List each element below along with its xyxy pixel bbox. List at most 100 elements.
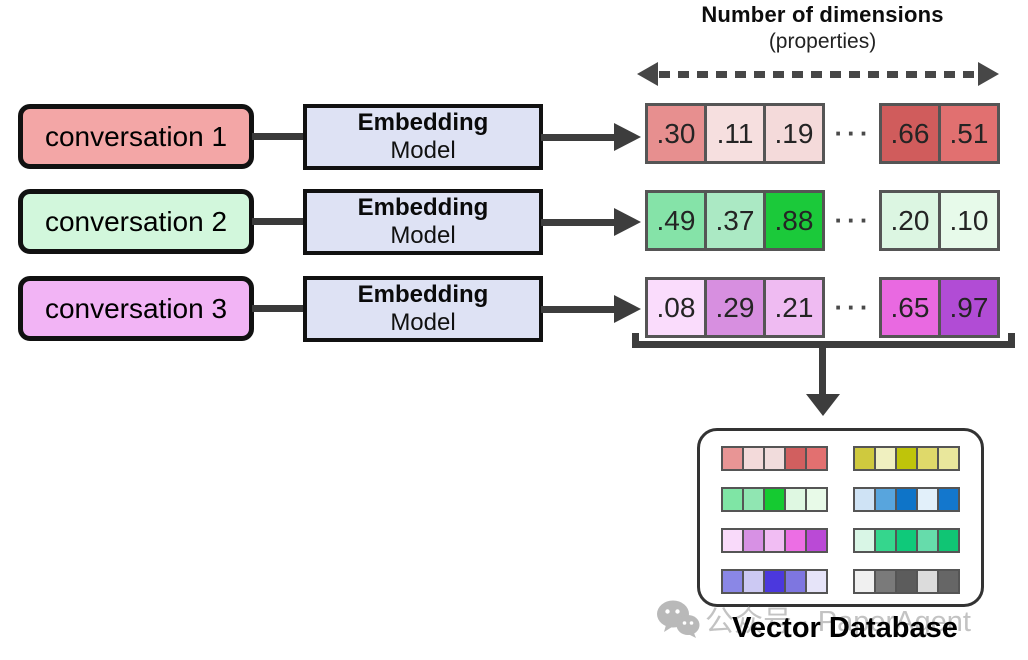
- dimensions-title: Number of dimensions: [701, 2, 944, 27]
- db-mini-cell: [804, 446, 828, 471]
- embedding-output-arrow-1: [541, 123, 641, 151]
- vector-main-group: .08 .29 .21: [645, 277, 825, 338]
- db-mini-cell: [783, 487, 807, 512]
- vector-cell: .65: [882, 280, 938, 335]
- dimensions-range-arrow: [637, 62, 999, 86]
- vector-tail-group: .65 .97: [879, 277, 1000, 338]
- db-mini-cell: [853, 569, 877, 594]
- embedding-output-arrow-3: [541, 295, 641, 323]
- vector-database-box: [697, 428, 984, 607]
- dimensions-subtitle: (properties): [768, 30, 877, 53]
- db-mini-cell: [895, 528, 919, 553]
- db-strip-green: [720, 487, 828, 512]
- arrow-right-head-icon: [978, 62, 999, 86]
- dimensions-header: Number of dimensions (properties): [640, 2, 1005, 54]
- down-arrow-head-icon: [806, 394, 840, 416]
- watermark: 公众号 · PaperAgent: [656, 598, 971, 640]
- vector-cell: .08: [648, 280, 704, 335]
- model-label: Model: [390, 137, 456, 164]
- model-label: Model: [390, 309, 456, 336]
- db-mini-cell: [720, 446, 744, 471]
- arrow-head-icon: [614, 123, 641, 151]
- vector-cell: .11: [704, 106, 763, 161]
- embedding-label: Embedding: [357, 194, 489, 222]
- ellipsis: ···: [834, 205, 873, 235]
- vector-cell: .88: [763, 193, 822, 248]
- db-mini-cell: [916, 569, 940, 594]
- db-strip-violet: [720, 569, 828, 594]
- db-mini-cell: [741, 528, 765, 553]
- vector-cell: .51: [938, 106, 997, 161]
- vector-cell: .10: [938, 193, 997, 248]
- db-strip-emerald: [853, 528, 961, 553]
- db-mini-cell: [720, 487, 744, 512]
- db-mini-cell: [937, 528, 961, 553]
- vector-cell: .21: [763, 280, 822, 335]
- vector-main-group: .49 .37 .88: [645, 190, 825, 251]
- db-mini-cell: [741, 569, 765, 594]
- watermark-text: 公众号 · PaperAgent: [705, 606, 971, 638]
- embedding-label: Embedding: [357, 281, 489, 309]
- db-mini-cell: [874, 446, 898, 471]
- db-mini-cell: [783, 446, 807, 471]
- db-mini-cell: [916, 528, 940, 553]
- db-mini-cell: [895, 569, 919, 594]
- db-mini-cell: [937, 569, 961, 594]
- vector-cell: .29: [704, 280, 763, 335]
- db-mini-cell: [762, 528, 786, 553]
- embedding-model-box-1: Embedding Model: [303, 104, 543, 170]
- vector-cell: .49: [648, 193, 704, 248]
- vector-cell: .20: [882, 193, 938, 248]
- collect-bracket: [632, 333, 1015, 348]
- db-mini-cell: [762, 487, 786, 512]
- db-mini-cell: [720, 569, 744, 594]
- db-mini-cell: [916, 446, 940, 471]
- vector-row-1: .30 .11 .19 ··· .66 .51: [645, 103, 1000, 164]
- db-mini-cell: [804, 487, 828, 512]
- db-mini-cell: [804, 528, 828, 553]
- conversation-2-box: conversation 2: [18, 189, 254, 254]
- arrow-left-head-icon: [637, 62, 658, 86]
- db-mini-cell: [895, 446, 919, 471]
- db-mini-cell: [853, 487, 877, 512]
- vector-row-2: .49 .37 .88 ··· .20 .10: [645, 190, 1000, 251]
- db-mini-cell: [741, 487, 765, 512]
- arrow-head-icon: [614, 295, 641, 323]
- dashed-line: [659, 70, 977, 78]
- db-mini-cell: [916, 487, 940, 512]
- db-mini-cell: [804, 569, 828, 594]
- model-label: Model: [390, 222, 456, 249]
- db-strip-purple: [720, 528, 828, 553]
- db-strip-yellow: [853, 446, 961, 471]
- db-mini-cell: [937, 487, 961, 512]
- vector-tail-group: .20 .10: [879, 190, 1000, 251]
- arrow-head-icon: [614, 208, 641, 236]
- embedding-output-arrow-2: [541, 208, 641, 236]
- db-mini-cell: [720, 528, 744, 553]
- vector-row-3: .08 .29 .21 ··· .65 .97: [645, 277, 1000, 338]
- db-mini-cell: [874, 487, 898, 512]
- ellipsis: ···: [834, 292, 873, 322]
- conversation-1-box: conversation 1: [18, 104, 254, 169]
- db-mini-cell: [895, 487, 919, 512]
- db-mini-cell: [853, 446, 877, 471]
- connector-line-1: [252, 133, 308, 140]
- vector-main-group: .30 .11 .19: [645, 103, 825, 164]
- db-mini-cell: [874, 528, 898, 553]
- vector-cell: .66: [882, 106, 938, 161]
- down-arrow-line: [819, 348, 826, 395]
- db-mini-cell: [762, 569, 786, 594]
- db-mini-cell: [783, 569, 807, 594]
- vector-database-label: Vector Database: [732, 612, 958, 644]
- embedding-model-box-3: Embedding Model: [303, 276, 543, 342]
- vector-cell: .19: [763, 106, 822, 161]
- db-mini-cell: [874, 569, 898, 594]
- db-mini-cell: [937, 446, 961, 471]
- db-strip-blue: [853, 487, 961, 512]
- wechat-icon: [657, 600, 700, 638]
- connector-line-3: [252, 305, 308, 312]
- vector-cell: .97: [938, 280, 997, 335]
- db-mini-cell: [853, 528, 877, 553]
- db-mini-cell: [762, 446, 786, 471]
